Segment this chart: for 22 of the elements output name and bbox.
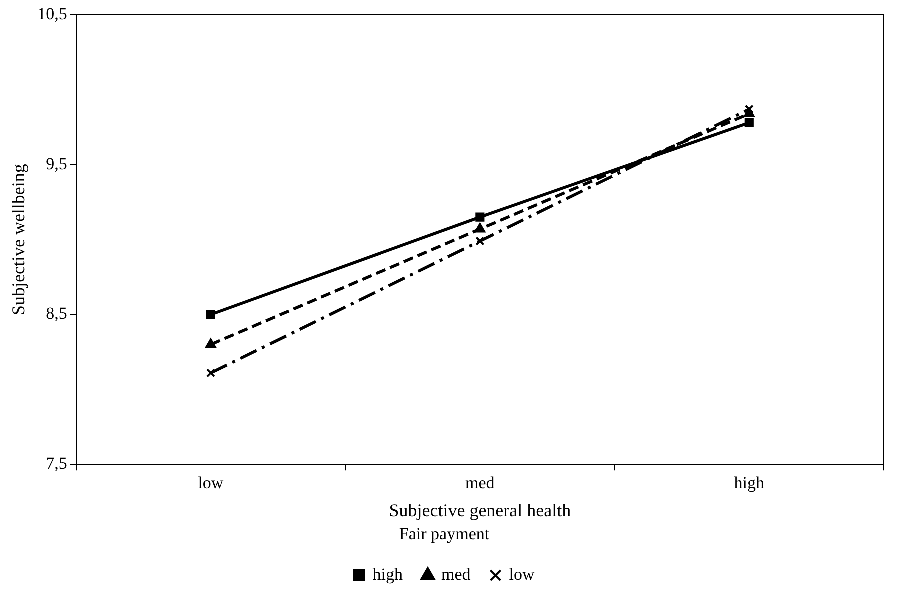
legend-label: low xyxy=(509,564,536,584)
point xyxy=(206,338,216,348)
point xyxy=(476,212,485,222)
point xyxy=(744,108,755,118)
x-axis-title: Subjective general health xyxy=(389,500,572,521)
y-tick-label: 9,5 xyxy=(46,154,68,174)
point xyxy=(206,310,216,320)
y-tick-label: 8,5 xyxy=(46,304,68,324)
y-tick-label: 10,5 xyxy=(38,4,68,24)
point xyxy=(744,104,754,114)
x-tick-label: high xyxy=(734,473,765,492)
legend-label: med xyxy=(441,564,472,584)
point xyxy=(476,236,485,246)
x-tick-label: med xyxy=(466,473,496,492)
point xyxy=(206,368,216,378)
y-tick-label: 7,5 xyxy=(46,454,68,474)
y-axis-title: Subjective wellbeing xyxy=(8,164,29,316)
point xyxy=(744,118,754,128)
point xyxy=(474,223,486,233)
legend-label: high xyxy=(372,564,404,584)
legend-title: Fair payment xyxy=(399,524,490,544)
x-tick-label: low xyxy=(198,473,224,492)
